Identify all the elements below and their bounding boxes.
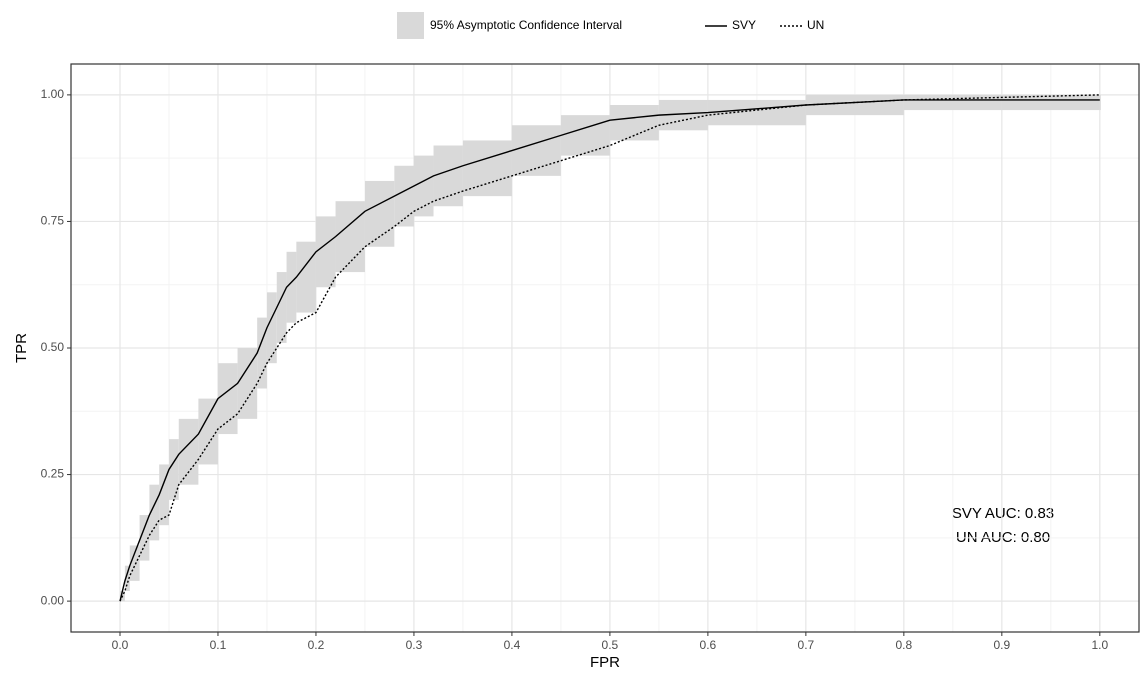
roc-line — [119, 99, 1100, 602]
roc-line — [119, 94, 1100, 602]
legend-label: SVY — [732, 18, 756, 32]
confidence-band — [124, 565, 130, 591]
confidence-band — [257, 317, 267, 389]
confidence-band — [511, 125, 561, 176]
confidence-band — [178, 418, 199, 485]
x-tick-label: 0.0 — [112, 638, 129, 652]
confidence-band — [805, 94, 904, 116]
confidence-band — [1099, 94, 1101, 111]
confidence-band — [296, 241, 316, 313]
x-tick-label: 0.2 — [308, 638, 325, 652]
confidence-band — [139, 515, 150, 561]
confidence-band — [159, 464, 169, 526]
confidence-band — [286, 251, 297, 323]
confidence-band — [413, 155, 434, 217]
y-tick-label: 0.75 — [41, 214, 65, 228]
confidence-band — [129, 545, 140, 581]
confidence-band — [168, 439, 179, 500]
confidence-band — [315, 216, 336, 288]
x-tick-label: 0.7 — [798, 638, 815, 652]
x-tick-label: 0.5 — [602, 638, 619, 652]
x-tick-label: 1.0 — [1091, 638, 1108, 652]
legend-label: 95% Asymptotic Confidence Interval — [430, 18, 622, 32]
x-tick-label: 0.6 — [700, 638, 717, 652]
x-tick-label: 0.3 — [406, 638, 423, 652]
plot-area — [71, 64, 1139, 632]
confidence-band — [462, 140, 512, 197]
confidence-band — [394, 165, 414, 227]
confidence-band — [609, 105, 659, 141]
confidence-band — [198, 398, 218, 465]
confidence-band — [1001, 94, 1100, 111]
x-tick-label: 0.4 — [504, 638, 521, 652]
x-tick-label: 0.9 — [993, 638, 1010, 652]
confidence-band — [433, 145, 463, 207]
y-tick-label: 0.25 — [41, 467, 65, 481]
y-tick-label: 0.50 — [41, 340, 65, 354]
confidence-band — [364, 180, 395, 247]
confidence-band — [335, 201, 365, 273]
legend-swatch — [397, 12, 424, 39]
y-tick-label: 0.00 — [41, 593, 65, 607]
panel-border — [70, 63, 1140, 633]
confidence-band — [560, 115, 610, 156]
confidence-band — [276, 272, 287, 343]
confidence-band — [217, 363, 238, 435]
x-tick-label: 0.8 — [896, 638, 913, 652]
confidence-band — [149, 484, 160, 541]
confidence-band — [903, 94, 1002, 111]
annotation: SVY AUC: 0.83 — [952, 505, 1054, 522]
y-axis-title: TPR — [13, 333, 30, 363]
legend-label: UN — [807, 18, 824, 32]
x-tick-label: 0.1 — [210, 638, 227, 652]
confidence-band — [237, 348, 258, 419]
confidence-band — [266, 292, 277, 364]
confidence-band — [707, 99, 806, 126]
y-tick-label: 1.00 — [41, 87, 65, 101]
x-axis-title: FPR — [590, 654, 620, 671]
